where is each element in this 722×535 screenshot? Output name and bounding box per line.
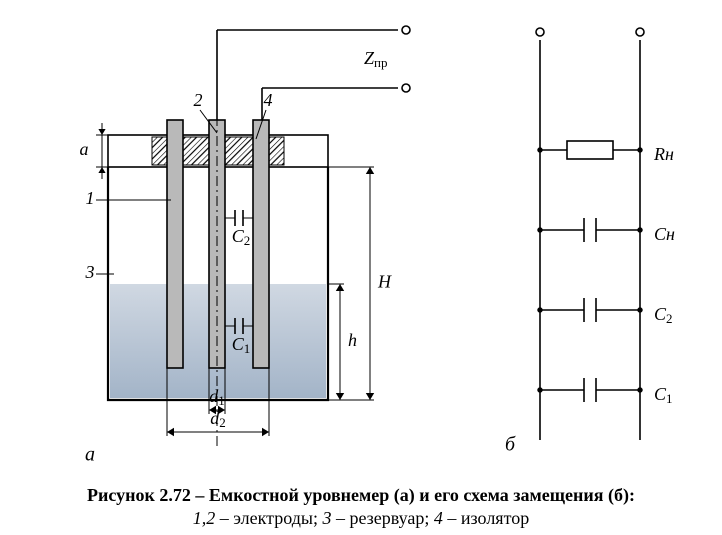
- svg-text:H: H: [377, 272, 392, 292]
- svg-text:а: а: [80, 139, 89, 159]
- svg-text:3: 3: [85, 262, 95, 282]
- figure-legend: 1,2 – электроды; 3 – резервуар; 4 – изол…: [193, 508, 529, 528]
- figure-title: – Емкостной уровнемер (а) и его схема за…: [191, 485, 635, 505]
- svg-text:б: б: [505, 434, 516, 456]
- svg-text:Zпр: Zпр: [364, 48, 387, 70]
- figure-number: Рисунок 2.72: [87, 485, 191, 505]
- svg-text:Cн: Cн: [654, 224, 675, 244]
- figure-svg: ZпрC2C1аHhd1d21324аRнCнC2C1б: [0, 0, 722, 480]
- svg-text:2: 2: [194, 90, 203, 110]
- svg-text:C1: C1: [654, 384, 673, 406]
- svg-text:4: 4: [264, 90, 273, 110]
- svg-text:d2: d2: [210, 408, 226, 430]
- svg-text:1: 1: [86, 188, 95, 208]
- svg-text:C2: C2: [654, 304, 673, 326]
- figure-caption: Рисунок 2.72 – Емкостной уровнемер (а) и…: [0, 484, 722, 531]
- svg-text:Rн: Rн: [653, 144, 674, 164]
- svg-text:C2: C2: [232, 226, 251, 248]
- svg-text:h: h: [348, 330, 357, 350]
- svg-text:а: а: [85, 444, 95, 466]
